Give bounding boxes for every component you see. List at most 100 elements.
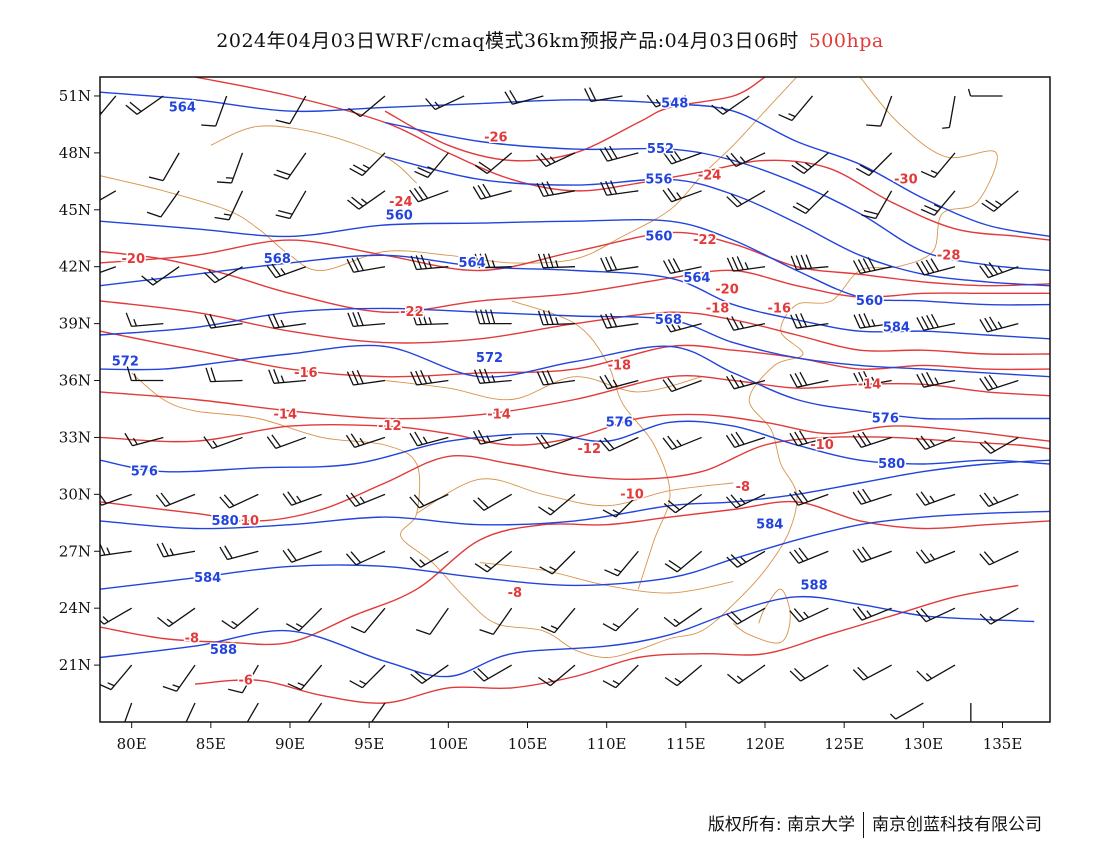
wind-barb: [201, 95, 228, 127]
temperature-contour: [100, 413, 1050, 446]
wind-barb: [475, 309, 512, 325]
temperature-label: -22: [400, 305, 424, 320]
wind-barb: [790, 313, 829, 329]
wind-barb: [915, 607, 956, 623]
wind-barb: [275, 95, 307, 125]
wind-barb: [536, 370, 576, 386]
wind-barb: [790, 254, 829, 271]
lat-tick-label: 42N: [59, 258, 91, 276]
wind-barb: [125, 95, 164, 115]
wind-barb: [266, 263, 307, 279]
company-text: 南京创蓝科技有限公司: [872, 815, 1042, 835]
footer-separator: [863, 812, 864, 838]
wind-barb: [646, 94, 687, 108]
temperature-label: -26: [484, 131, 508, 146]
wind-barb: [141, 266, 180, 286]
height-contour: [100, 254, 1050, 340]
wind-barb: [345, 550, 386, 566]
wind-barb: [474, 253, 512, 269]
temperature-label: -10: [620, 487, 644, 502]
wind-barb: [347, 190, 386, 210]
wind-barb: [711, 95, 750, 115]
wind-barb: [204, 313, 243, 329]
wind-barb: [345, 492, 386, 507]
wind-barb: [125, 312, 164, 328]
wind-barb: [349, 664, 386, 689]
wind-barb: [473, 493, 512, 511]
wind-barb: [604, 550, 639, 577]
temperature-contour: [100, 375, 1050, 420]
temperature-contour: [194, 584, 1019, 704]
wind-barb: [916, 371, 956, 388]
wind-barb: [472, 429, 512, 445]
wind-barb: [409, 493, 449, 509]
wind-barb: [124, 702, 133, 722]
wind-barb: [920, 190, 956, 216]
wind-barb: [789, 547, 829, 564]
wind-barb: [228, 664, 259, 694]
wind-barb: [414, 152, 449, 178]
wind-barb: [411, 310, 449, 326]
height-contour: [100, 459, 1050, 530]
height-label: 584: [883, 320, 910, 335]
temperature-label: -16: [768, 301, 792, 316]
temperature-contour-layer: [100, 77, 1050, 704]
wind-barb: [504, 90, 544, 105]
plot-frame: [99, 76, 1051, 723]
wind-barb: [855, 152, 893, 177]
height-label: 588: [210, 643, 237, 658]
height-contour: [100, 219, 1050, 306]
temperature-label: -12: [378, 419, 402, 434]
wind-barb: [155, 492, 196, 507]
height-contour: [100, 510, 1050, 590]
wind-barb: [539, 550, 576, 575]
title-level: 500hpa: [808, 30, 884, 52]
lon-tick-label: 95E: [354, 735, 384, 753]
temperature-contour: [100, 300, 1050, 355]
wind-barb: [662, 317, 702, 333]
wind-barb: [540, 607, 576, 634]
wind-barb: [852, 606, 892, 621]
wind-barb: [852, 546, 892, 563]
height-contour-layer: [100, 91, 1050, 678]
lat-tick-label: 24N: [59, 599, 91, 617]
wind-barb: [916, 313, 956, 331]
wind-barb: [350, 607, 386, 634]
wind-barb: [916, 258, 956, 276]
height-label: 576: [131, 465, 158, 480]
height-label: 564: [169, 100, 196, 115]
wind-barb: [852, 664, 892, 681]
wind-barb: [726, 550, 766, 568]
wind-barb: [979, 607, 1019, 625]
wind-barb: [979, 492, 1019, 507]
wind-barb: [348, 95, 386, 118]
wind-barb: [792, 190, 829, 215]
temperature-label: -24: [389, 195, 413, 210]
province-boundary: [100, 77, 798, 271]
title-text: 2024年04月03日WRF/cmaq模式36km预报产品:04月03日06时: [216, 30, 799, 52]
wind-barb: [853, 313, 892, 329]
wind-barb: [979, 374, 1019, 392]
wind-barb: [268, 369, 306, 384]
wind-barb: [287, 664, 323, 691]
wind-barb: [535, 434, 576, 449]
wind-barb: [600, 313, 639, 329]
wind-barb: [662, 148, 702, 165]
wind-barb: [479, 607, 513, 636]
temperature-label: -6: [238, 673, 252, 688]
wind-barb: [662, 377, 702, 393]
wind-barb: [789, 430, 829, 447]
wind-barb: [203, 436, 243, 449]
footer-credit: 版权所有: 南京大学 南京创蓝科技有限公司: [708, 810, 1042, 838]
height-label: 584: [756, 518, 783, 533]
temperature-label: -14: [274, 408, 298, 423]
height-contour: [100, 595, 1035, 678]
temperature-label: -12: [578, 442, 602, 457]
lon-tick-label: 110E: [587, 735, 627, 753]
wind-barb: [789, 489, 829, 506]
temperature-label: -22: [693, 233, 717, 248]
wind-barb: [778, 95, 813, 122]
wind-barb: [346, 370, 386, 386]
wind-barb: [853, 370, 892, 387]
wind-barb: [979, 436, 1019, 455]
